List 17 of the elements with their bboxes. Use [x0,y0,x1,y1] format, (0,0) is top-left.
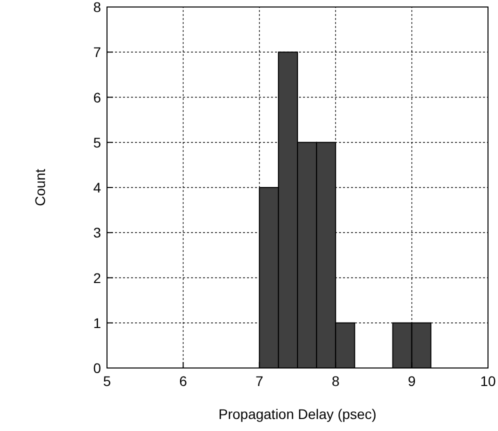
y-tick-label: 8 [93,0,102,15]
x-tick-label: 10 [480,373,496,389]
y-tick-label: 2 [93,270,102,286]
y-axis-title: Count [32,168,48,206]
x-tick-label: 5 [103,373,112,389]
y-tick-label: 5 [93,134,102,150]
y-tick-label: 0 [93,360,102,376]
y-tick-label: 7 [93,44,102,60]
x-tick-label: 9 [408,373,416,389]
x-tick-label: 6 [179,373,188,389]
y-tick-label: 6 [93,89,102,106]
x-axis-title: Propagation Delay (psec) [218,406,376,422]
y-tick-label: 4 [93,180,102,196]
x-tick-label: 7 [256,373,264,389]
x-tick-label: 8 [332,373,340,389]
y-tick-label: 1 [93,314,102,331]
y-tick-label: 3 [93,224,102,241]
